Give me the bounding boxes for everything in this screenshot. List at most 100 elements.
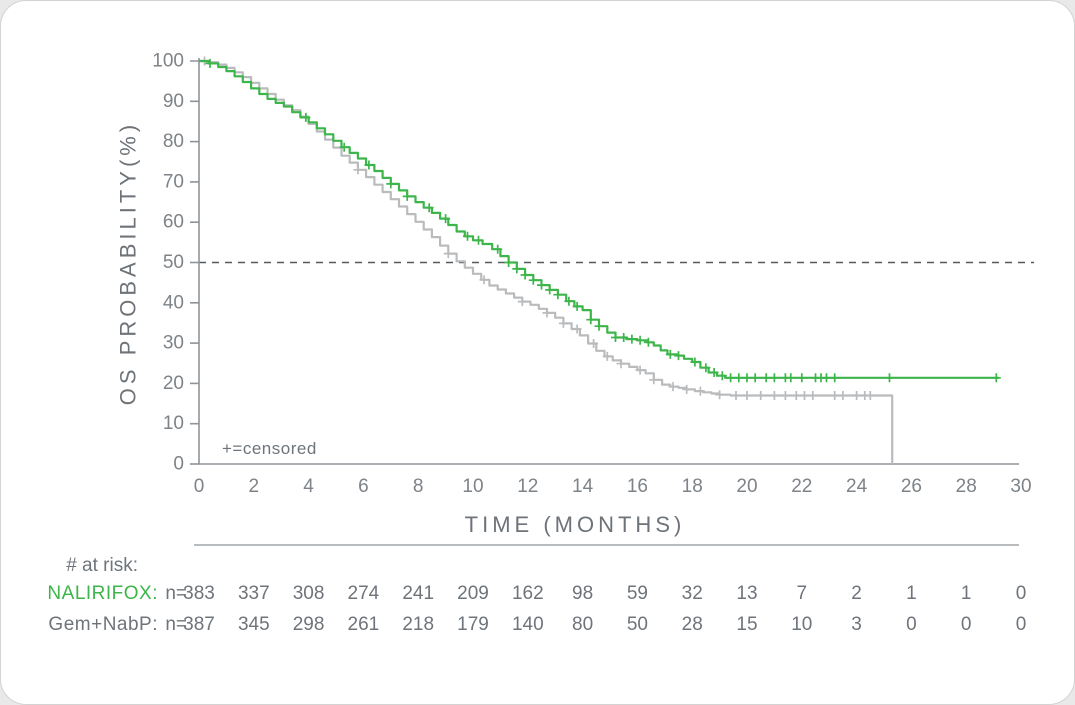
at-risk-count: 308 [293, 583, 325, 604]
at-risk-count: 15 [736, 614, 757, 635]
gem-nabp-censor-mark [852, 391, 862, 400]
y-tick-label: 100 [152, 51, 184, 72]
nalirifox-censor-mark [364, 160, 374, 170]
gem-nabp-censor-mark [695, 386, 705, 396]
gem-nabp-censor-mark [589, 339, 599, 348]
at-risk-count: 50 [627, 614, 648, 635]
gem-nabp-censor-mark [769, 391, 779, 400]
nalirifox-censor-mark [830, 373, 840, 383]
nalirifox-censor-mark [627, 334, 637, 344]
at-risk-count: 59 [627, 583, 648, 604]
at-risk-row-label-nalirifox: NALIRIFOX: [47, 583, 158, 604]
gem-nabp-censor-mark [572, 324, 582, 334]
gem-nabp-censor-mark [649, 375, 659, 385]
gem-nabp-censor-mark [838, 391, 848, 400]
at-risk-count: 1 [906, 583, 917, 604]
at-risk-row-label-gem-nabp: Gem+NabP: [48, 614, 158, 635]
gem-nabp-censor-mark [479, 275, 489, 285]
gem-nabp-censor-mark [715, 390, 725, 400]
at-risk-count: 28 [682, 614, 703, 635]
nalirifox-censor-mark [750, 373, 760, 383]
at-risk-count: 345 [238, 614, 270, 635]
gem-nabp-censor-mark [353, 165, 363, 175]
x-tick-label: 30 [1010, 476, 1031, 497]
nalirifox-censor-mark [564, 296, 574, 306]
nalirifox-censor-mark [674, 351, 683, 361]
gem-nabp-censor-mark [616, 359, 626, 369]
gem-nabp-censor-mark [742, 391, 752, 400]
x-tick-label: 24 [846, 476, 868, 497]
at-risk-count: 0 [906, 614, 917, 635]
at-risk-count: 387 [183, 614, 215, 635]
at-risk-n-prefix: n= [165, 583, 187, 604]
at-risk-count: 80 [572, 614, 593, 635]
at-risk-count: 274 [348, 583, 380, 604]
nalirifox-censor-mark [301, 112, 311, 122]
nalirifox-censor-mark [797, 373, 807, 383]
nalirifox-censor-mark [594, 321, 604, 331]
gem-nabp-censor-mark [731, 391, 741, 400]
gem-nabp-censor-mark [602, 351, 612, 361]
nalirifox-censor-mark [572, 301, 582, 311]
x-tick-label: 10 [462, 476, 483, 497]
x-tick-label: 20 [736, 476, 757, 497]
gem-nabp-censor-mark [791, 391, 801, 400]
at-risk-count: 261 [348, 614, 380, 635]
at-risk-count: 3 [851, 614, 862, 635]
gem-nabp-censor-mark [800, 391, 809, 400]
x-tick-label: 16 [627, 476, 648, 497]
gem-nabp-censor-mark [542, 308, 552, 318]
x-tick-label: 14 [572, 476, 594, 497]
nalirifox-censor-mark [619, 333, 629, 342]
censored-note: +=censored [222, 439, 317, 458]
at-risk-count: 218 [402, 614, 434, 635]
y-tick-label: 70 [163, 171, 184, 192]
y-tick-label: 40 [163, 292, 184, 313]
y-tick-label: 50 [163, 252, 184, 273]
nalirifox-censor-mark [726, 373, 736, 383]
at-risk-count: 179 [457, 614, 489, 635]
at-risk-count: 209 [457, 583, 489, 604]
gem-nabp-censor-mark [780, 391, 790, 400]
nalirifox-censor-mark [493, 244, 503, 254]
at-risk-count: 10 [791, 614, 812, 635]
nalirifox-censor-mark [474, 235, 483, 245]
nalirifox-censor-mark [742, 373, 752, 383]
nalirifox-censor-mark [734, 373, 744, 383]
x-tick-label: 28 [956, 476, 977, 497]
nalirifox-censor-mark [545, 285, 555, 295]
nalirifox-censor-mark [701, 363, 711, 373]
nalirifox-censor-mark [441, 214, 451, 224]
gem-nabp-censor-mark [830, 391, 840, 400]
at-risk-count: 337 [238, 583, 270, 604]
at-risk-count: 140 [512, 614, 544, 635]
nalirifox-censor-mark [424, 203, 434, 213]
gem-nabp-censor-mark [668, 382, 678, 392]
at-risk-count: 383 [183, 583, 215, 604]
gem-nabp-censor-mark [635, 365, 645, 375]
y-tick-label: 10 [163, 413, 184, 434]
nalirifox-censor-mark [635, 335, 645, 345]
nalirifox-censor-mark [528, 275, 538, 285]
at-risk-count: 1 [961, 583, 972, 604]
nalirifox-censor-mark [885, 373, 894, 383]
at-risk-count: 0 [1016, 583, 1027, 604]
y-tick-label: 0 [173, 454, 184, 475]
nalirifox-censor-mark [520, 270, 530, 280]
at-risk-count: 32 [682, 583, 703, 604]
gem-nabp-censor-mark [756, 391, 766, 400]
nalirifox-censor-mark [991, 373, 1001, 383]
at-risk-count: 241 [402, 583, 434, 604]
nalirifox-censor-mark [665, 349, 675, 359]
nalirifox-censor-mark [717, 371, 727, 381]
nalirifox-censor-mark [761, 373, 771, 383]
gem-nabp-censor-mark [558, 318, 568, 328]
nalirifox-censor-mark [402, 191, 412, 201]
at-risk-count: 7 [797, 583, 808, 604]
at-risk-count: 13 [736, 583, 757, 604]
at-risk-count: 0 [961, 614, 972, 635]
at-risk-n-prefix: n= [165, 614, 187, 635]
nalirifox-censor-mark [822, 373, 831, 383]
x-tick-label: 4 [303, 476, 314, 497]
